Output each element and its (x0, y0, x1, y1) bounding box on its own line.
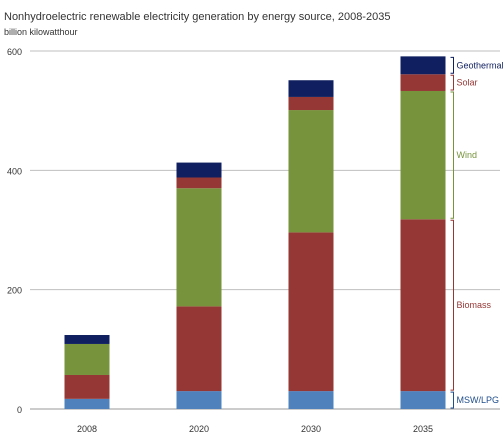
bar-segment-msw-lpg-2020 (176, 391, 222, 409)
legend-label: Geothermal (457, 60, 504, 70)
bar-segment-msw-lpg-2030 (288, 391, 334, 409)
bar-segment-msw-lpg-2035 (400, 391, 446, 409)
bar-segment-msw-lpg-2008 (64, 398, 110, 409)
y-tick-label: 600 (7, 47, 22, 57)
bar-segment-biomass-2035 (400, 219, 446, 392)
x-tick-label: 2020 (189, 424, 209, 434)
y-tick-label: 400 (7, 166, 22, 176)
bar-segment-solar-2035 (400, 74, 446, 91)
legend-bracket (450, 56, 454, 74)
y-tick-label: 200 (7, 286, 22, 296)
legend-bracket (450, 91, 454, 219)
x-tick-label: 2008 (77, 424, 97, 434)
bar-segment-wind-2030 (288, 110, 334, 233)
legend-bracket (450, 219, 454, 391)
legend-label: Biomass (457, 300, 492, 310)
bar-segment-solar-2020 (176, 177, 222, 189)
y-tick-labels: 0 200 400 600 (7, 47, 22, 415)
x-tick-label: 2035 (413, 424, 433, 434)
y-tick-label: 0 (17, 405, 22, 415)
bar-segment-geothermal-2035 (400, 56, 446, 75)
legend-bracket (450, 74, 454, 91)
bar-segment-wind-2020 (176, 188, 222, 307)
bar-segment-biomass-2030 (288, 232, 334, 392)
bars (64, 56, 446, 409)
legend-label: Solar (457, 78, 478, 88)
x-tick-labels: 2008 2020 2030 2035 (77, 424, 433, 434)
legend: MSW/LPG Biomass Wind Solar Geothermal (450, 56, 504, 409)
bar-segment-geothermal-2020 (176, 162, 222, 178)
bar-segment-geothermal-2008 (64, 335, 110, 344)
bar-segment-solar-2030 (288, 96, 334, 111)
chart-title: Nonhydroelectric renewable electricity g… (4, 11, 390, 23)
bar-segment-wind-2035 (400, 90, 446, 220)
y-axis-label: billion kilowatthour (4, 27, 78, 37)
legend-label: Wind (457, 150, 478, 160)
legend-bracket (450, 391, 454, 409)
bar-segment-biomass-2020 (176, 306, 222, 392)
bar-segment-wind-2008 (64, 343, 110, 375)
x-tick-label: 2030 (301, 424, 321, 434)
bar-segment-biomass-2008 (64, 374, 110, 399)
legend-label: MSW/LPG (457, 395, 500, 405)
bar-segment-geothermal-2030 (288, 80, 334, 97)
